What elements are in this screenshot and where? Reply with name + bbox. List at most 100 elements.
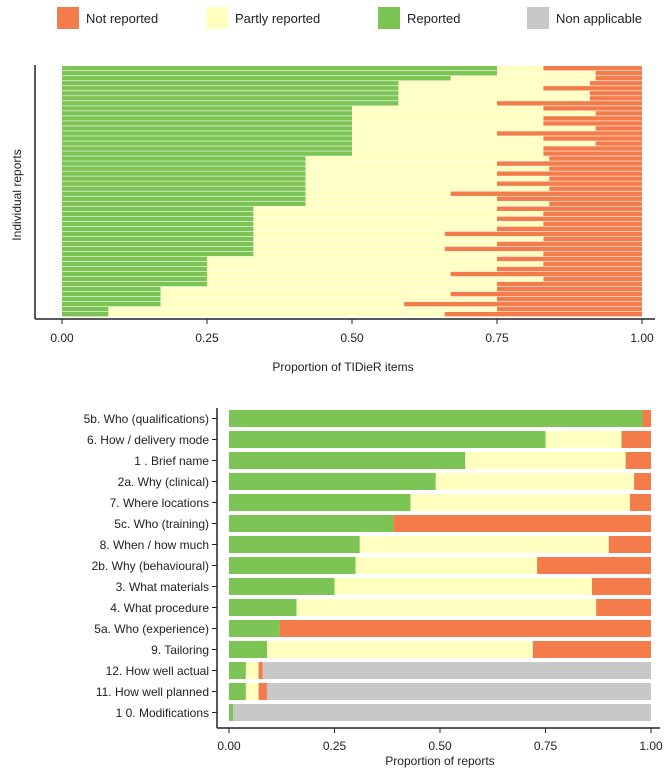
chart1-bar-reported (62, 196, 306, 201)
chart1-bar-reported (62, 131, 352, 136)
chart1-bar-partly-reported (398, 81, 590, 86)
chart1-bar-reported (62, 306, 109, 312)
chart1-bars (62, 66, 642, 317)
chart1-bar-not-reported (543, 236, 642, 242)
chart1-bar-not-reported (549, 176, 642, 181)
chart1-bar-partly-reported (108, 311, 445, 317)
chart1-bar-partly-reported (253, 206, 497, 211)
chart1-bar-partly-reported (398, 96, 590, 101)
chart1-bar-reported (62, 296, 161, 302)
chart2-bar-partly-reported (410, 494, 630, 511)
chart1-bar-partly-reported (352, 151, 544, 156)
chart1-x-ticks: 0.00 0.25 0.50 0.75 1.00 (50, 319, 654, 345)
chart2-bar-reported (229, 536, 360, 553)
chart1-bar-not-reported (595, 126, 642, 131)
chart-individual-reports: 0.00 0.25 0.50 0.75 1.00 Proportion of TIDie… (10, 65, 655, 374)
legend-label-reported: Reported (407, 11, 460, 26)
chart1-bar-not-reported (404, 301, 642, 307)
chart1-bar-not-reported (497, 161, 642, 166)
chart1-bar-reported (62, 186, 306, 191)
chart1-bar-partly-reported (352, 136, 544, 141)
chart1-bar-reported (62, 116, 352, 121)
chart1-bar-partly-reported (352, 121, 544, 126)
chart1-bar-reported (62, 136, 352, 141)
chart2-bar-partly-reported (245, 662, 259, 679)
chart1-bar-partly-reported (305, 201, 550, 206)
chart2-bar-not-reported (608, 536, 651, 553)
chart1-bar-not-reported (595, 71, 642, 76)
chart1-bar-reported (62, 106, 352, 111)
chart1-bar-reported (62, 71, 497, 76)
chart1-bar-not-reported (497, 171, 642, 176)
chart1-tick-label: 0.00 (50, 331, 74, 345)
chart1-bar-partly-reported (253, 236, 544, 242)
chart2-bar-reported (229, 620, 280, 637)
chart-tidier-items: 5b. Who (qualifications) 6. How / deliver… (84, 408, 663, 768)
chart1-bar-partly-reported (352, 126, 596, 131)
chart1-bar-reported (62, 256, 207, 262)
chart1-bar-reported (62, 151, 352, 156)
chart1-bar-reported (62, 211, 254, 216)
chart2-bar-reported (229, 683, 246, 700)
chart1-bar-reported (62, 201, 306, 206)
chart1-bar-not-reported (549, 166, 642, 171)
chart1-bar-reported (62, 291, 161, 297)
chart2-bar-partly-reported (465, 452, 626, 469)
chart2-bar-reported (229, 704, 234, 721)
chart1-bar-partly-reported (253, 251, 544, 257)
chart1-bar-reported (62, 206, 254, 211)
chart1-bar-not-reported (543, 121, 642, 126)
chart2-bar-reported (229, 599, 297, 616)
chart2-bar-reported (229, 641, 267, 658)
chart2-category-label: 4. What procedure (110, 601, 209, 615)
chart1-tick-label: 1.00 (630, 331, 654, 345)
chart1-bar-partly-reported (352, 116, 544, 121)
chart2-bar-not-reported (625, 452, 651, 469)
chart1-bar-partly-reported (398, 91, 590, 96)
chart1-bar-partly-reported (305, 181, 497, 186)
chart2-bar-non-applicable (266, 683, 651, 700)
chart2-bar-not-reported (393, 515, 651, 532)
chart2-bar-partly-reported (359, 536, 609, 553)
chart1-bar-reported (62, 271, 207, 277)
chart1-bar-reported (62, 226, 254, 232)
legend: Not reported Partly reported Reported Non a… (57, 7, 642, 29)
chart1-bar-partly-reported (160, 301, 405, 307)
chart1-bar-partly-reported (398, 101, 497, 106)
chart2-category-label: 7. Where locations (110, 496, 209, 510)
chart2-tick-label: 0.75 (534, 739, 558, 753)
chart2-x-axis-label: Proportion of reports (385, 754, 494, 768)
chart1-bar-not-reported (497, 286, 642, 292)
chart1-bar-not-reported (549, 156, 642, 161)
chart2-bar-reported (229, 473, 436, 490)
chart1-bar-not-reported (543, 136, 642, 141)
chart1-bar-not-reported (543, 116, 642, 121)
chart1-bar-reported (62, 86, 399, 91)
chart1-bar-not-reported (543, 251, 642, 257)
chart1-bar-not-reported (543, 261, 642, 267)
chart1-bar-not-reported (497, 196, 642, 201)
chart1-bar-reported (62, 156, 306, 161)
chart1-bar-not-reported (595, 141, 642, 146)
chart1-bar-not-reported (497, 131, 642, 136)
chart1-bar-partly-reported (253, 211, 544, 216)
chart1-bar-reported (62, 146, 352, 151)
chart1-bar-not-reported (450, 271, 642, 277)
chart1-bar-partly-reported (207, 261, 544, 267)
chart1-bar-partly-reported (352, 131, 497, 136)
chart2-category-label: 12. How well actual (106, 664, 209, 678)
chart1-bar-not-reported (543, 276, 642, 282)
chart1-bar-reported (62, 96, 399, 101)
chart1-bar-partly-reported (398, 86, 544, 91)
chart1-bar-partly-reported (160, 286, 497, 292)
chart1-bar-partly-reported (305, 176, 550, 181)
chart2-bar-not-reported (279, 620, 651, 637)
chart1-bar-partly-reported (450, 76, 596, 81)
chart1-bar-partly-reported (253, 216, 497, 222)
chart1-bar-partly-reported (253, 221, 544, 227)
chart2-bar-not-reported (591, 578, 651, 595)
chart1-bar-not-reported (444, 231, 642, 237)
chart1-bar-not-reported (497, 296, 642, 302)
chart1-bar-not-reported (450, 291, 642, 297)
